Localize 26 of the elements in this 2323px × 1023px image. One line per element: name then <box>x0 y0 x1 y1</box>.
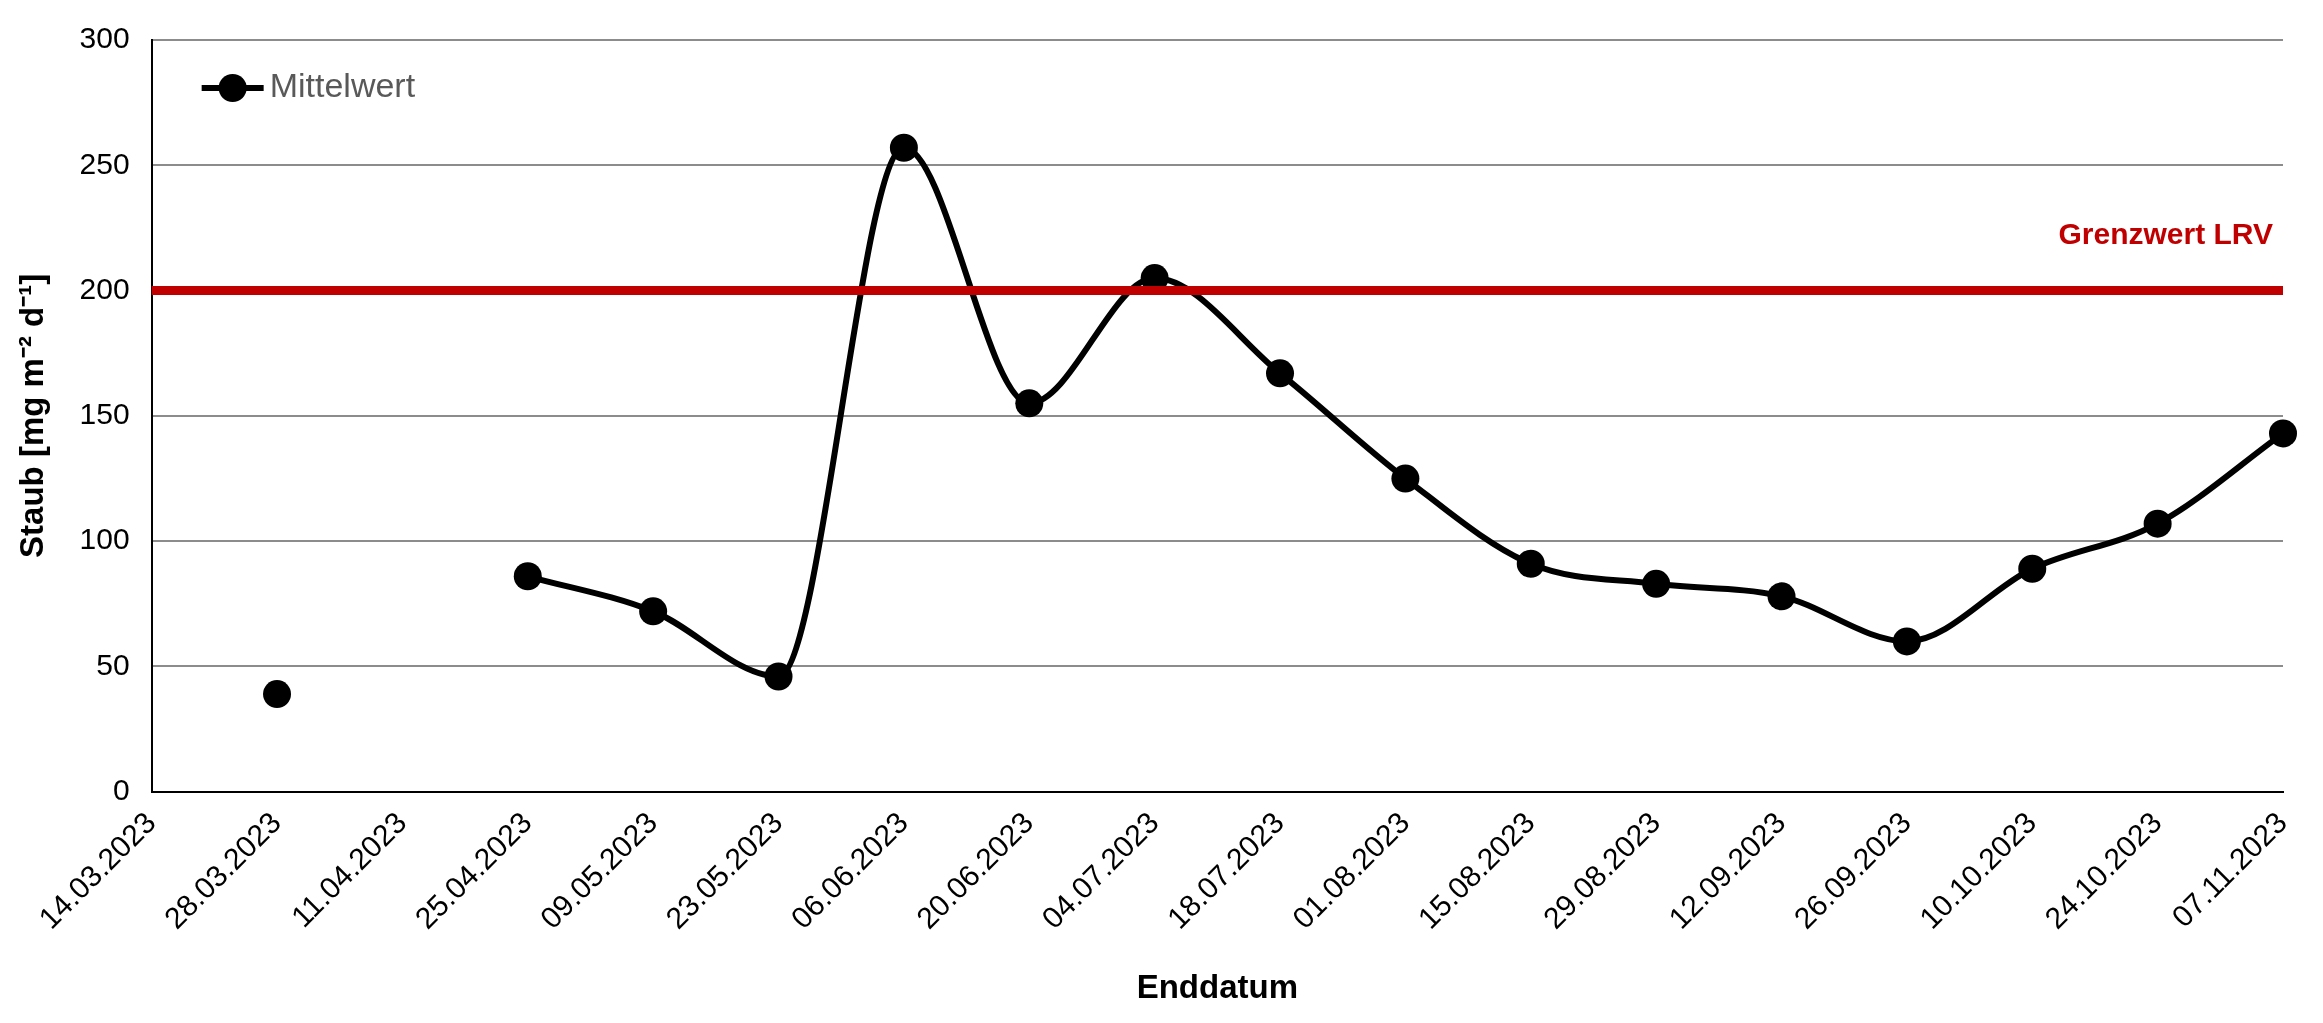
y-axis-title: Staub [mg m⁻² d⁻¹] <box>12 273 50 558</box>
point <box>1642 569 1671 598</box>
y-tick-label: 200 <box>79 271 130 305</box>
point <box>1516 549 1545 578</box>
point <box>1391 464 1420 493</box>
y-tick-label: 50 <box>96 647 130 681</box>
y-tick-label: 100 <box>79 522 130 556</box>
legend-label: Mittelwert <box>269 66 416 105</box>
point <box>2143 509 2172 538</box>
point <box>1767 582 1796 611</box>
point <box>1266 359 1295 388</box>
point <box>764 662 793 691</box>
y-tick-label: 150 <box>79 397 130 431</box>
point <box>513 562 542 591</box>
point <box>1015 389 1044 418</box>
point <box>1892 627 1921 656</box>
y-tick-label: 250 <box>79 146 130 180</box>
y-tick-label: 0 <box>112 773 130 807</box>
ref-line-label: Grenzwert LRV <box>2058 216 2273 250</box>
y-tick-label: 300 <box>79 21 130 55</box>
point <box>889 133 918 162</box>
point <box>2018 554 2047 583</box>
point <box>639 597 668 626</box>
point <box>2269 419 2297 448</box>
point <box>263 680 292 709</box>
x-axis-title: Enddatum <box>1136 968 1298 1006</box>
